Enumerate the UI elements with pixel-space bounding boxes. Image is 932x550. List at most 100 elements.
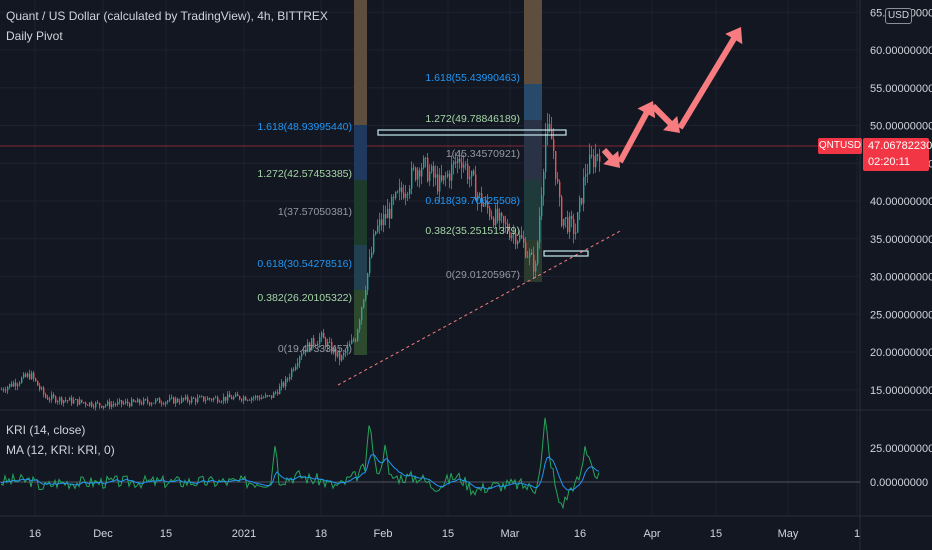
indicator-label[interactable]: Daily Pivot — [6, 29, 63, 43]
drawing-tools[interactable] — [337, 27, 743, 386]
candle-body — [5, 390, 7, 392]
pivot-band — [354, 0, 367, 125]
candle-body — [207, 398, 209, 401]
candle-body — [29, 373, 31, 379]
candle-body — [185, 396, 187, 400]
candle-body — [457, 158, 459, 164]
candle-body — [27, 373, 29, 377]
candle-body — [161, 403, 163, 404]
candle-body — [47, 397, 49, 400]
candle-body — [103, 406, 105, 408]
candle-body — [147, 399, 149, 403]
pivot-band — [354, 290, 367, 355]
candle-body — [399, 187, 401, 192]
candle-body — [369, 257, 371, 274]
price-tick-label: 60.00000000 — [870, 45, 932, 57]
candle-body — [123, 403, 125, 404]
candlestick-series[interactable] — [1, 113, 601, 411]
time-tick-label: Dec — [93, 528, 113, 540]
candle-body — [307, 342, 309, 353]
candle-body — [33, 372, 35, 379]
candle-body — [479, 193, 481, 195]
candle-body — [305, 350, 307, 353]
candle-body — [91, 402, 93, 407]
candle-body — [545, 133, 547, 172]
price-tick-label: 15.00000000 — [870, 385, 932, 397]
candle-body — [397, 191, 399, 193]
candle-body — [113, 404, 115, 405]
candle-body — [87, 404, 89, 406]
projection-arrow-down — [650, 103, 680, 133]
candle-body — [405, 194, 407, 198]
candle-body — [143, 399, 145, 405]
bar-countdown: 02:20:11 — [868, 156, 911, 168]
candle-body — [65, 400, 67, 401]
candle-body — [409, 188, 411, 195]
candle-body — [151, 403, 153, 405]
candle-body — [45, 394, 47, 398]
candle-body — [299, 356, 301, 364]
candle-body — [581, 197, 583, 204]
candle-body — [481, 193, 483, 207]
symbol-title[interactable]: Quant / US Dollar (calculated by Trading… — [6, 9, 328, 23]
candle-body — [181, 397, 183, 403]
time-tick-label: 15 — [160, 528, 172, 540]
ma-label[interactable]: MA (12, KRI: KRI, 0) — [6, 443, 115, 457]
candle-body — [575, 232, 577, 234]
candle-body — [593, 155, 595, 168]
candle-body — [199, 396, 201, 398]
candle-body — [485, 201, 487, 205]
candle-body — [449, 173, 451, 181]
kri-label[interactable]: KRI (14, close) — [6, 423, 86, 437]
ma-line — [0, 454, 600, 491]
candle-body — [319, 336, 321, 344]
candle-body — [13, 382, 15, 387]
fib-level-label: 0.382(26.20105322) — [257, 292, 352, 304]
candle-body — [175, 398, 177, 404]
candle-body — [515, 233, 517, 245]
candle-body — [49, 399, 51, 401]
candle-body — [417, 170, 419, 180]
candle-body — [433, 166, 435, 178]
kri-oscillator[interactable] — [0, 417, 860, 510]
candle-body — [339, 351, 341, 361]
candle-body — [551, 129, 553, 140]
candle-body — [25, 373, 27, 377]
pivot-columns — [354, 0, 542, 355]
candle-body — [333, 348, 335, 353]
osc-tick-label: 0.00000000 — [870, 477, 928, 489]
candle-body — [579, 197, 581, 213]
currency-button[interactable]: USD — [885, 8, 912, 24]
candle-body — [11, 383, 13, 387]
projection-arrow-up — [677, 27, 743, 130]
candle-body — [371, 252, 373, 258]
candle-body — [461, 162, 463, 168]
candle-body — [243, 397, 245, 401]
time-tick-label: 1 — [854, 528, 860, 540]
candle-body — [509, 231, 511, 239]
candle-body — [111, 404, 113, 407]
candle-body — [191, 397, 193, 403]
candle-body — [321, 332, 323, 337]
candle-body — [285, 378, 287, 387]
price-tick-label: 40.00000000 — [870, 196, 932, 208]
candle-body — [373, 234, 375, 253]
candle-body — [327, 341, 329, 347]
symbol-badge: QNTUSD — [818, 138, 862, 154]
candle-body — [239, 396, 241, 400]
pivot-band — [524, 120, 542, 180]
candle-body — [57, 401, 59, 403]
candle-body — [507, 223, 509, 232]
candle-body — [241, 399, 243, 401]
candle-body — [595, 154, 597, 168]
candle-body — [537, 242, 539, 264]
candle-body — [283, 382, 285, 387]
fib-level-label: 1.272(42.57453385) — [257, 168, 352, 180]
candle-body — [565, 217, 567, 219]
candle-body — [365, 290, 367, 300]
candle-body — [177, 398, 179, 402]
fib-level-label: 1.272(49.78846189) — [425, 113, 520, 125]
candle-body — [173, 397, 175, 404]
candle-body — [437, 174, 439, 192]
